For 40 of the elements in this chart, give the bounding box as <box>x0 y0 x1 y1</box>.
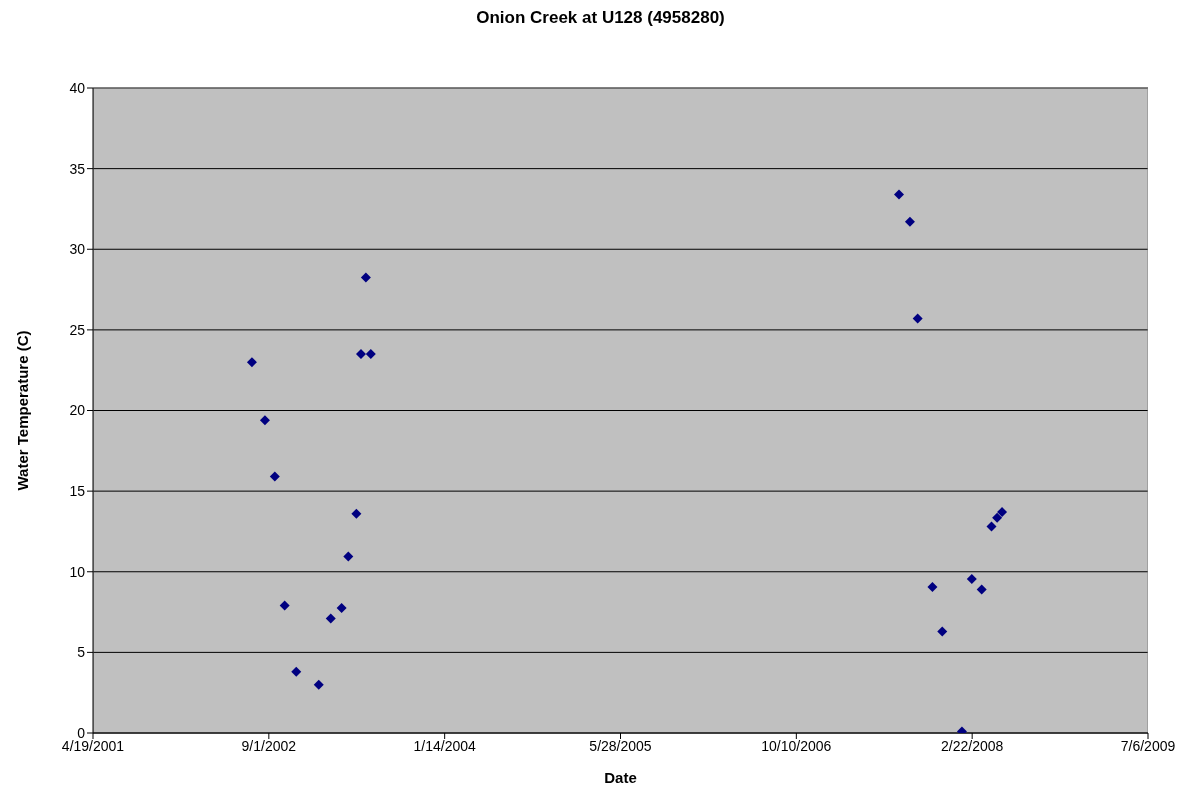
chart-title: Onion Creek at U128 (4958280) <box>475 8 726 29</box>
point <box>927 582 938 593</box>
y-tick-label: 40 <box>69 79 86 96</box>
point <box>259 415 270 426</box>
y-tick-label: 5 <box>77 644 86 661</box>
y-tick-label: 25 <box>69 321 86 338</box>
point <box>269 471 280 482</box>
x-tick-label: 9/1/2002 <box>241 737 297 754</box>
x-tick-label: 7/6/2009 <box>1120 737 1176 754</box>
y-tick-label: 35 <box>69 160 86 177</box>
point <box>912 313 923 324</box>
y-tick-label: 30 <box>69 241 86 258</box>
point <box>246 357 257 368</box>
y-tick-label: 20 <box>69 402 86 419</box>
point <box>894 189 905 200</box>
x-axis-title: Date <box>604 769 637 786</box>
point <box>360 272 371 283</box>
x-tick-label: 5/28/2005 <box>589 737 652 754</box>
point <box>976 584 987 595</box>
x-tick-label: 2/22/2008 <box>941 737 1004 754</box>
point <box>986 521 997 532</box>
point <box>351 508 362 519</box>
point <box>336 603 347 614</box>
point <box>997 507 1008 518</box>
y-tick-label: 15 <box>69 483 86 500</box>
point <box>355 349 366 360</box>
point <box>904 216 915 227</box>
point <box>937 626 948 637</box>
y-axis-title: Water Temperature (C) <box>14 330 32 491</box>
point <box>279 600 290 611</box>
point <box>313 679 324 690</box>
point <box>992 512 1003 523</box>
point <box>966 574 977 585</box>
point <box>291 666 302 677</box>
point <box>343 551 354 562</box>
y-tick-label: 10 <box>69 563 86 580</box>
point <box>365 349 376 360</box>
x-tick-label: 1/14/2004 <box>413 737 477 754</box>
point <box>325 613 336 624</box>
x-tick-label: 10/10/2006 <box>761 737 832 754</box>
